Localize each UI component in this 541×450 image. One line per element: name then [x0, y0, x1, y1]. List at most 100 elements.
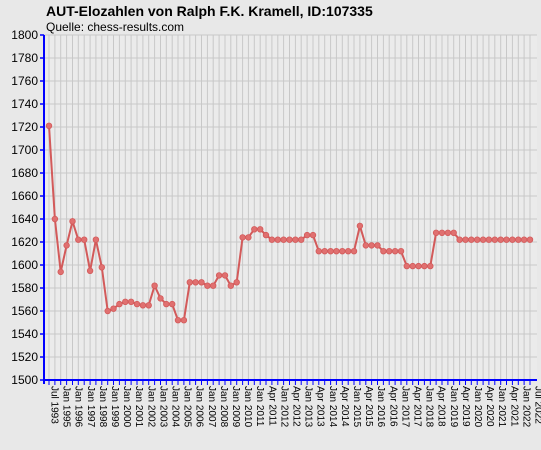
data-point	[122, 298, 129, 305]
x-tick-label: Jan 2004	[170, 386, 181, 428]
data-point	[198, 279, 205, 286]
x-tick-label: Jan 2021	[496, 386, 507, 428]
data-point	[286, 236, 293, 243]
data-point	[321, 247, 328, 255]
y-tick-label: 1780	[11, 51, 38, 65]
x-tick-label: Jan 1996	[73, 386, 84, 428]
data-point	[526, 236, 534, 243]
data-point	[98, 264, 105, 271]
data-point	[515, 236, 522, 243]
x-tick-label: Jan 2020	[472, 386, 483, 428]
x-tick-label: Jan 2009	[230, 386, 241, 428]
data-point	[57, 268, 64, 276]
data-point	[450, 229, 457, 236]
data-point	[327, 247, 334, 255]
data-point	[427, 262, 434, 270]
data-point	[391, 247, 399, 255]
data-point	[432, 229, 440, 236]
data-point	[116, 300, 123, 308]
data-point	[227, 282, 234, 289]
data-point	[345, 247, 352, 255]
data-point	[268, 236, 276, 243]
x-tick-label: Jan 2012	[278, 386, 289, 428]
data-point	[163, 300, 170, 308]
data-point	[75, 236, 82, 243]
x-tick-label: Jan 2010	[242, 386, 253, 428]
x-tick-label: Jan 2013	[303, 386, 314, 428]
data-point	[257, 226, 264, 233]
y-tick-label: 1600	[11, 258, 38, 272]
data-point	[215, 272, 223, 279]
data-point	[386, 247, 393, 255]
x-tick-label: Apr 2020	[484, 386, 495, 427]
data-point	[168, 300, 176, 308]
x-tick-label: Jan 2019	[448, 386, 459, 428]
x-tick-label: Jan 2005	[182, 386, 193, 428]
data-point	[491, 236, 498, 243]
x-tick-label: Jan 2006	[194, 386, 205, 428]
y-tick-label: 1740	[11, 97, 38, 111]
x-tick-label: Apr 2017	[412, 386, 423, 427]
data-point	[51, 215, 59, 223]
series-points	[45, 122, 534, 324]
x-tick-label: Jan 2000	[121, 386, 132, 428]
x-tick-label: Jan 1999	[109, 386, 120, 428]
x-tick-label: Apr 2011	[266, 386, 277, 426]
y-tick-label: 1800	[11, 28, 38, 42]
x-tick-label: Jan 2018	[424, 386, 435, 428]
y-tick-labels: 1500 1520 1540 1560 1580 1600 1620 1640 1660 1680…	[11, 28, 38, 387]
data-point	[92, 236, 100, 243]
data-point	[468, 236, 475, 243]
x-tick-label: Apr 2019	[460, 386, 471, 427]
x-tick-label: Jul 1993	[49, 386, 60, 424]
data-point	[520, 236, 528, 243]
data-point	[474, 236, 481, 243]
data-point	[409, 262, 416, 270]
data-point	[104, 307, 111, 315]
x-tick-label: Jan 2003	[157, 386, 168, 428]
data-point	[362, 242, 369, 249]
data-point	[157, 295, 164, 302]
x-tick-label: Apr 2016	[387, 386, 398, 427]
x-tick-label: Jan 1998	[97, 386, 108, 428]
chart-subtitle: Quelle: chess-results.com	[46, 20, 184, 34]
data-point	[151, 282, 158, 289]
data-point	[174, 317, 182, 324]
x-tick-label: Apr 2012	[291, 386, 302, 427]
data-point	[280, 236, 287, 243]
y-tick-label: 1720	[11, 120, 38, 134]
x-tick-labels: Jul 1993 Jan 1995 Jan 1996 Jan 1997 Jan 1998…	[49, 386, 541, 428]
data-point	[145, 302, 152, 309]
data-point	[86, 267, 94, 274]
data-point	[69, 218, 76, 225]
x-tick-label: Jan 1995	[61, 386, 72, 428]
y-tick-label: 1560	[11, 304, 38, 318]
y-tick-label: 1500	[11, 373, 38, 387]
x-tick-label: Apr 2013	[315, 386, 326, 427]
x-tick-label: Jan 1997	[85, 386, 96, 428]
data-point	[309, 231, 317, 239]
x-tick-label: Jan 2015	[351, 386, 362, 428]
data-point	[315, 247, 322, 255]
data-point	[368, 242, 375, 249]
data-point	[509, 236, 516, 243]
x-tick-label: Jan 2014	[327, 386, 338, 428]
y-tick-label: 1760	[11, 74, 38, 88]
data-point	[292, 236, 299, 243]
data-point	[298, 236, 305, 243]
data-point	[485, 236, 493, 243]
x-tick-label: Jan 2016	[375, 386, 386, 428]
data-point	[356, 222, 364, 230]
data-point	[333, 247, 340, 255]
data-point	[127, 298, 135, 305]
data-point	[221, 272, 229, 279]
x-tick-label: Jan 2007	[206, 386, 217, 428]
data-point	[45, 122, 53, 129]
data-point	[262, 231, 270, 239]
data-point	[503, 236, 510, 243]
y-tick-label: 1520	[11, 350, 38, 364]
data-point	[444, 229, 452, 236]
y-tick-label: 1620	[11, 235, 38, 249]
x-tick-label: Jan 2017	[399, 386, 410, 428]
data-point	[479, 236, 487, 243]
